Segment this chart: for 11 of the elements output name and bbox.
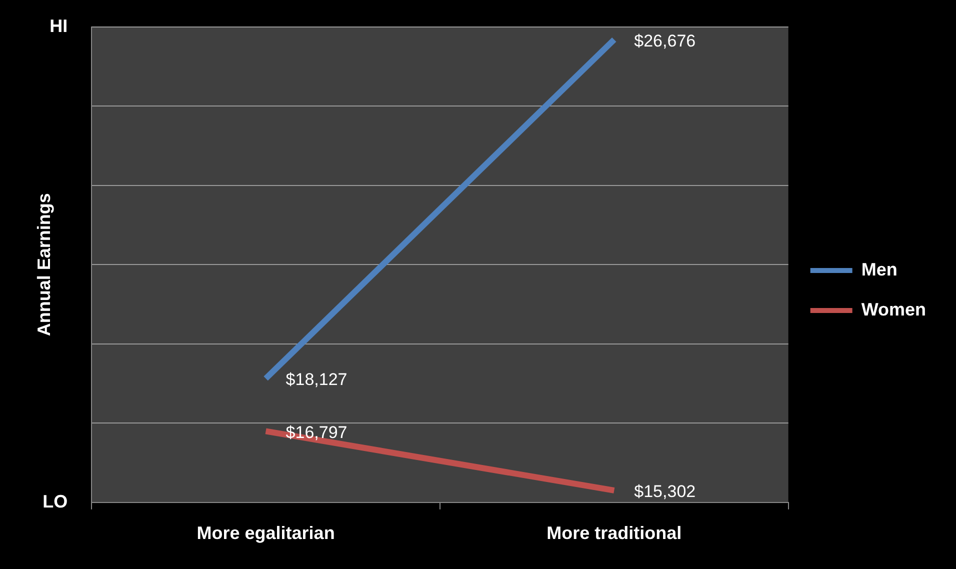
y-axis-title: Annual Earnings [34, 193, 54, 336]
text: LO [42, 491, 68, 512]
data-label: $18,127 [286, 370, 348, 390]
x-tick-label: More traditional [546, 523, 682, 544]
text: HI [50, 16, 68, 36]
x-tick-label: More egalitarian [196, 523, 335, 544]
data-label: $15,302 [634, 482, 696, 502]
legend-label: Women [861, 299, 926, 320]
data-label: $16,797 [286, 422, 348, 442]
legend-label: Men [861, 259, 898, 280]
data-label: $26,676 [634, 31, 696, 50]
